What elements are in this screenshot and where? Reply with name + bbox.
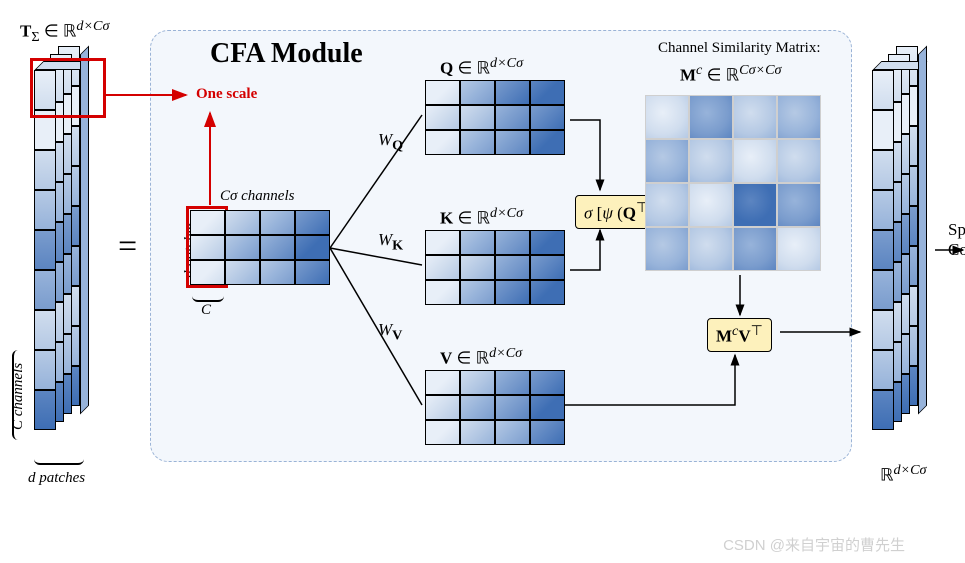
input-matrix <box>190 210 330 285</box>
concat-label: Co <box>948 240 965 260</box>
wv-label: WV <box>378 320 402 344</box>
one-scale-label: One scale <box>196 86 257 103</box>
wq-label: WQ <box>378 130 403 154</box>
split-label: Spl <box>948 220 965 240</box>
d-patches-label-left: d patches <box>28 470 85 487</box>
mcvt-formula-box: McV⊤ <box>707 318 772 352</box>
wk-label: WK <box>378 230 403 254</box>
v-matrix <box>425 370 565 445</box>
similarity-matrix <box>645 95 821 271</box>
input-to-onescale-arrow <box>205 105 225 205</box>
mcvt-to-output-arrow <box>780 320 870 350</box>
q-matrix <box>425 80 565 155</box>
one-scale-arrow <box>106 85 196 115</box>
d-patches-brace-left <box>34 455 84 465</box>
equals-sign: = <box>118 228 137 266</box>
cfa-title: CFA Module <box>210 38 363 70</box>
output-dim-label: ℝd×Cσ <box>880 462 927 486</box>
v-label: V ∈ ℝd×Cσ <box>440 345 522 369</box>
c-brace <box>192 292 224 302</box>
k-label: K ∈ ℝd×Cσ <box>440 205 523 229</box>
csigma-channels-label: Cσ channels <box>220 188 294 205</box>
t-sigma-label: TΣ ∈ ℝd×Cσ <box>20 18 109 46</box>
q-label: Q ∈ ℝd×Cσ <box>440 55 523 79</box>
c-channels-label: C channels <box>10 363 27 430</box>
mc-label: Mc ∈ ℝCσ×Cσ <box>680 62 782 86</box>
one-scale-highlight-box <box>30 58 106 118</box>
c-label: C <box>201 302 211 319</box>
sim-title: Channel Similarity Matrix: <box>658 40 820 57</box>
k-matrix <box>425 230 565 305</box>
watermark: CSDN @来自宇宙的曹先生 <box>723 534 905 555</box>
